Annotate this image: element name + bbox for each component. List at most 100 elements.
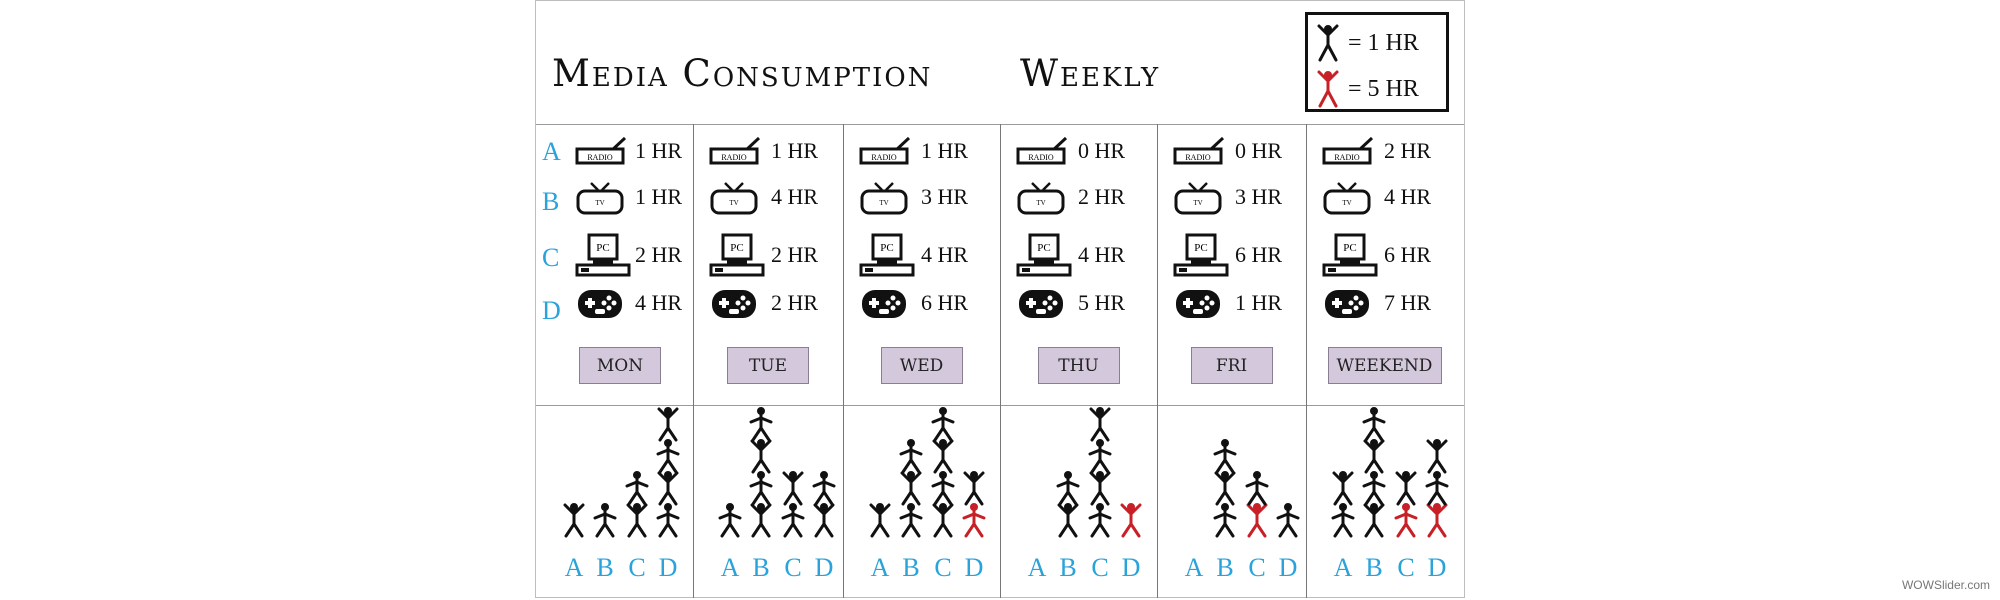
pc-icon: PC: [859, 233, 915, 284]
hours-value: 6 HR: [921, 290, 969, 315]
svg-text:RADIO: RADIO: [871, 153, 897, 162]
hours-value: 2 HR: [1384, 138, 1432, 163]
svg-text:RADIO: RADIO: [1028, 153, 1054, 162]
day-button-mon[interactable]: MON: [579, 347, 661, 384]
svg-text:RADIO: RADIO: [587, 153, 613, 162]
page-title: Media Consumption: [552, 52, 933, 95]
figure-1hr: [869, 503, 891, 538]
figure-5hr: [1426, 503, 1448, 538]
figure-1hr: [1088, 439, 1112, 474]
legend-label: = 5 HR: [1348, 75, 1419, 102]
category-label: D: [1427, 553, 1447, 582]
svg-text:TV: TV: [879, 199, 888, 207]
hours-value: 1 HR: [635, 138, 683, 163]
page-subtitle: Weekly: [1020, 52, 1161, 95]
hours-value: 4 HR: [771, 184, 819, 209]
tv-icon: TV: [709, 181, 759, 222]
figure-1hr: [932, 503, 954, 538]
svg-text:PC: PC: [730, 242, 743, 254]
hours-value: 1 HR: [771, 138, 819, 163]
svg-text:PC: PC: [1194, 242, 1207, 254]
hours-value: 3 HR: [1235, 184, 1283, 209]
column-divider: [1000, 124, 1001, 598]
figure-1hr: [1057, 503, 1079, 538]
category-label: B: [596, 553, 614, 582]
row-letter-b: B: [542, 187, 560, 216]
figure-1hr: [1089, 471, 1111, 506]
row-letter-c: C: [542, 243, 560, 272]
legend-item-5hr: = 5 HR: [1314, 69, 1419, 109]
hours-value: 4 HR: [635, 290, 683, 315]
category-label: D: [1278, 553, 1298, 582]
figure-1hr: [932, 439, 954, 474]
svg-text:PC: PC: [880, 242, 893, 254]
category-label: A: [564, 553, 584, 582]
figure-1hr: [1214, 471, 1236, 506]
figure-1hr: [1331, 503, 1355, 538]
day-button-thu[interactable]: THU: [1037, 347, 1120, 384]
hours-value: 2 HR: [771, 242, 819, 267]
figure-1hr: [1362, 471, 1386, 506]
hours-value: 1 HR: [921, 138, 969, 163]
category-label: A: [1027, 553, 1047, 582]
figure-1hr: [899, 439, 923, 474]
pc-icon: PC: [709, 233, 765, 284]
tv-icon: TV: [859, 181, 909, 222]
figure-1hr: [626, 503, 648, 538]
figure-1hr: [1362, 407, 1386, 442]
legend-item-1hr: = 1 HR: [1314, 23, 1419, 63]
figure-5hr: [1120, 503, 1142, 538]
figure-1hr: [963, 471, 985, 506]
hours-value: 7 HR: [1384, 290, 1432, 315]
category-label: A: [720, 553, 740, 582]
figure-1hr: [1213, 439, 1237, 474]
row-letter-a: A: [542, 137, 561, 166]
svg-text:RADIO: RADIO: [721, 153, 747, 162]
tv-icon: TV: [1173, 181, 1223, 222]
day-button-fri[interactable]: FRI: [1190, 347, 1273, 384]
svg-text:RADIO: RADIO: [1334, 153, 1360, 162]
category-label: C: [1248, 553, 1266, 582]
tv-icon: TV: [575, 181, 625, 222]
stick-figure-red-icon: [1317, 70, 1339, 108]
figure-1hr: [1363, 439, 1385, 474]
radio-icon: RADIO: [1322, 135, 1374, 174]
day-button-tue[interactable]: TUE: [727, 347, 809, 384]
figure-1hr: [656, 503, 680, 538]
category-label: D: [1121, 553, 1141, 582]
figure-1hr: [900, 471, 922, 506]
radio-icon: RADIO: [575, 135, 627, 174]
column-divider: [1157, 124, 1158, 598]
figure-1hr: [1276, 503, 1300, 538]
day-button-weekend[interactable]: WEEKEND: [1327, 347, 1442, 384]
hours-value: 1 HR: [635, 184, 683, 209]
svg-text:TV: TV: [1036, 199, 1045, 207]
figure-1hr: [1213, 503, 1237, 538]
svg-text:PC: PC: [596, 242, 609, 254]
figure-1hr: [657, 407, 679, 442]
category-label: A: [1333, 553, 1353, 582]
figure-1hr: [1425, 471, 1449, 506]
figure-1hr: [899, 503, 923, 538]
figure-1hr: [1363, 503, 1385, 538]
svg-text:PC: PC: [1037, 242, 1050, 254]
pc-icon: PC: [1173, 233, 1229, 284]
day-button-wed[interactable]: WED: [880, 347, 963, 384]
svg-text:TV: TV: [1193, 199, 1202, 207]
radio-icon: RADIO: [1016, 135, 1068, 174]
figure-1hr: [749, 471, 773, 506]
svg-text:TV: TV: [729, 199, 738, 207]
tv-icon: TV: [1322, 181, 1372, 222]
figure-1hr: [750, 503, 772, 538]
hours-value: 4 HR: [1078, 242, 1126, 267]
figure-1hr: [1426, 439, 1448, 474]
category-label: C: [628, 553, 646, 582]
category-label: B: [1059, 553, 1077, 582]
legend: = 1 HR = 5 HR: [1305, 12, 1449, 112]
category-label: B: [1216, 553, 1234, 582]
hours-value: 3 HR: [921, 184, 969, 209]
row-letter-d: D: [542, 296, 561, 325]
figure-1hr: [931, 407, 955, 442]
figure-1hr: [657, 471, 679, 506]
